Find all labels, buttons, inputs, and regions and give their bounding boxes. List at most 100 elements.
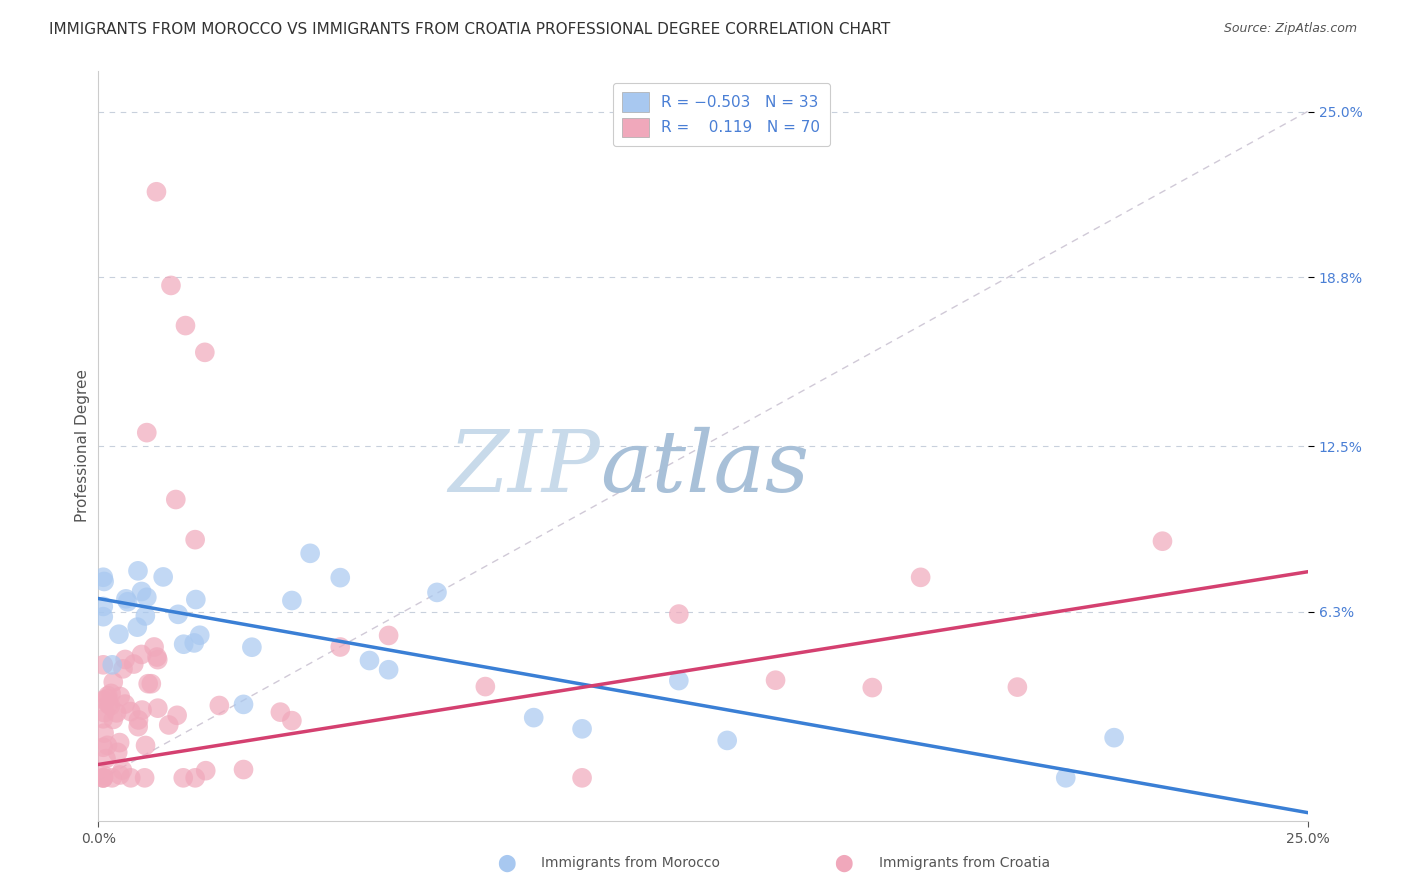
Point	[127, 713, 149, 727]
Point	[108, 736, 131, 750]
Point	[131, 584, 153, 599]
Point	[91, 771, 114, 785]
Point	[208, 698, 231, 713]
Point	[103, 675, 125, 690]
Point	[91, 570, 114, 584]
Point	[135, 739, 157, 753]
Point	[1054, 771, 1077, 785]
Point	[232, 763, 254, 777]
Point	[120, 771, 142, 785]
Legend: R = −0.503   N = 33, R =    0.119   N = 70: R = −0.503 N = 33, R = 0.119 N = 70	[613, 83, 830, 146]
Point	[91, 771, 114, 785]
Point	[377, 628, 399, 642]
Point	[160, 278, 183, 293]
Point	[91, 609, 114, 624]
Point	[127, 620, 149, 634]
Point	[152, 570, 174, 584]
Point	[134, 771, 156, 785]
Point	[172, 771, 194, 785]
Point	[240, 640, 263, 655]
Point	[91, 771, 114, 785]
Point	[143, 640, 166, 654]
Point	[111, 662, 134, 676]
Point	[91, 599, 114, 614]
Point	[114, 652, 136, 666]
Point	[166, 708, 188, 723]
Point	[426, 585, 449, 599]
Point	[108, 627, 131, 641]
Point	[141, 676, 163, 690]
Point	[281, 593, 304, 607]
Point	[184, 533, 207, 547]
Point	[101, 771, 124, 785]
Point	[120, 705, 142, 719]
Text: ⬤: ⬤	[834, 855, 853, 872]
Point	[127, 720, 149, 734]
Point	[668, 607, 690, 621]
Text: Immigrants from Morocco: Immigrants from Morocco	[541, 856, 720, 871]
Point	[103, 712, 125, 726]
Point	[96, 739, 118, 753]
Point	[523, 711, 546, 725]
Point	[100, 698, 122, 713]
Text: atlas: atlas	[600, 427, 810, 510]
Point	[299, 546, 322, 560]
Point	[91, 768, 114, 782]
Point	[115, 591, 138, 606]
Point	[910, 570, 932, 584]
Point	[167, 607, 190, 622]
Point	[91, 712, 114, 726]
Point	[105, 706, 128, 720]
Point	[136, 676, 159, 690]
Point	[184, 592, 207, 607]
Point	[96, 691, 118, 706]
Point	[571, 771, 593, 785]
Point	[117, 595, 139, 609]
Point	[194, 764, 217, 778]
Point	[91, 740, 114, 755]
Point	[134, 609, 156, 624]
Point	[571, 722, 593, 736]
Text: IMMIGRANTS FROM MOROCCO VS IMMIGRANTS FROM CROATIA PROFESSIONAL DEGREE CORRELATI: IMMIGRANTS FROM MOROCCO VS IMMIGRANTS FR…	[49, 22, 890, 37]
Point	[131, 703, 153, 717]
Text: Source: ZipAtlas.com: Source: ZipAtlas.com	[1223, 22, 1357, 36]
Point	[329, 571, 352, 585]
Point	[173, 637, 195, 651]
Point	[1007, 680, 1029, 694]
Point	[359, 653, 381, 667]
Point	[107, 745, 129, 759]
Point	[716, 733, 738, 747]
Point	[93, 693, 115, 707]
Point	[1152, 534, 1174, 549]
Point	[157, 718, 180, 732]
Point	[93, 706, 115, 720]
Point	[474, 680, 496, 694]
Point	[135, 591, 157, 605]
Point	[94, 751, 117, 765]
Point	[1102, 731, 1125, 745]
Point	[765, 673, 787, 688]
Point	[183, 636, 205, 650]
Point	[281, 714, 304, 728]
Point	[135, 425, 157, 440]
Point	[97, 689, 120, 703]
Point	[91, 657, 114, 672]
Text: Immigrants from Croatia: Immigrants from Croatia	[879, 856, 1050, 871]
Point	[93, 574, 115, 589]
Point	[101, 657, 124, 672]
Point	[145, 185, 167, 199]
Point	[146, 650, 169, 665]
Point	[174, 318, 197, 333]
Point	[97, 698, 120, 712]
Point	[165, 492, 187, 507]
Point	[194, 345, 217, 359]
Point	[110, 690, 132, 704]
Point	[329, 640, 352, 654]
Point	[860, 681, 883, 695]
Point	[184, 771, 207, 785]
Text: ⬤: ⬤	[496, 855, 516, 872]
Point	[108, 768, 131, 782]
Point	[131, 648, 153, 662]
Point	[668, 673, 690, 688]
Point	[93, 726, 115, 740]
